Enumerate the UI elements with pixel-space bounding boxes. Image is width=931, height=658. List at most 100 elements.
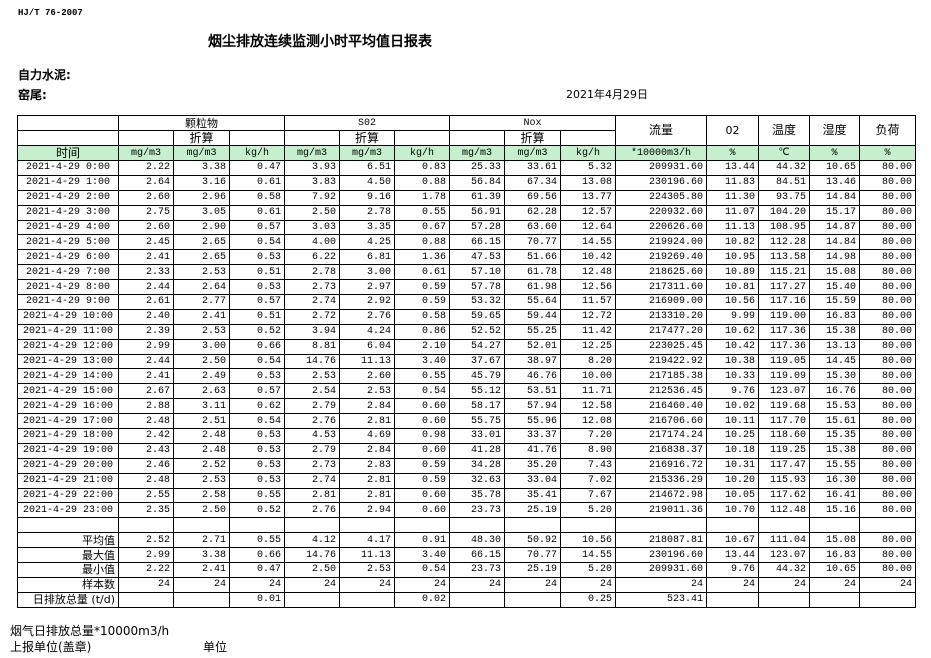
value-cell: 2.67: [118, 383, 174, 400]
value-cell: 2.60: [339, 368, 395, 385]
value-cell: 56.91: [449, 204, 505, 221]
value-cell: 2.76: [284, 502, 340, 519]
value-cell: 216909.00: [615, 294, 707, 310]
value-cell: 2.74: [284, 472, 340, 489]
value-cell: 219422.92: [615, 353, 707, 370]
empty-cell: [229, 517, 285, 534]
value-cell: 46.76: [504, 368, 561, 385]
empty-cell: [560, 517, 616, 534]
value-cell: 80.00: [859, 413, 916, 430]
value-cell: 11.13: [339, 353, 395, 370]
value-cell: 2.76: [339, 308, 395, 325]
value-cell: 80.00: [859, 547, 916, 564]
value-cell: 15.35: [809, 428, 860, 444]
value-cell: 2.78: [339, 204, 395, 221]
value-cell: 10.42: [706, 338, 759, 355]
row-label: 2021-4-29 13:00: [17, 353, 119, 370]
unit-label: 单位: [203, 640, 228, 654]
value-cell: 24: [560, 576, 616, 593]
value-cell: 33.04: [504, 472, 561, 489]
value-cell: 15.08: [809, 264, 860, 281]
value-cell: 35.41: [504, 487, 561, 504]
report-title: 烟尘排放连续监测小时平均值日报表: [208, 34, 432, 50]
value-cell: 10.65: [809, 562, 860, 578]
unit-cell: kg/h: [560, 145, 616, 161]
value-cell: 3.94: [284, 323, 340, 340]
value-cell: 10.56: [706, 294, 759, 310]
empty-cell: [809, 517, 860, 534]
value-cell: 93.75: [758, 189, 810, 206]
value-cell: 119.25: [758, 442, 810, 459]
value-cell: 80.00: [859, 487, 916, 504]
header-row-groups: 颗粒物 S02 Nox 流量 02 温度 湿度 负荷: [17, 115, 916, 146]
value-cell: 0.86: [394, 323, 450, 340]
value-cell: 0.66: [229, 338, 285, 355]
value-cell: 25.19: [504, 502, 561, 519]
value-cell: 219269.40: [615, 249, 707, 266]
unit-cell: kg/h: [229, 145, 285, 161]
value-cell: 80.00: [859, 219, 916, 236]
row-label: 2021-4-29 2:00: [17, 189, 119, 206]
unit-cell: *10000m3/h: [615, 145, 707, 161]
group-particulate: 颗粒物: [118, 115, 285, 131]
value-cell: 2.64: [173, 279, 230, 296]
value-cell: 4.00: [284, 234, 340, 251]
header-blank: [394, 130, 450, 146]
row-label: 样本数: [17, 576, 119, 593]
value-cell: 0.57: [229, 219, 285, 236]
table-row: 2021-4-29 22:00 2.55 2.58 0.55 2.81 2.81 0.60 3…: [17, 487, 916, 504]
value-cell: 0.58: [229, 189, 285, 206]
value-cell: 2.97: [339, 279, 395, 296]
table-row: 2021-4-29 0:00 2.22 3.38 0.47 3.93 6.51 0.83 25…: [17, 160, 916, 176]
row-label: 2021-4-29 0:00: [17, 160, 119, 176]
value-cell: 2.39: [118, 323, 174, 340]
header-blank: [229, 130, 285, 146]
value-cell: 11.71: [560, 383, 616, 400]
value-cell: 3.40: [394, 547, 450, 564]
value-cell: 2.81: [284, 487, 340, 504]
value-cell: 216706.60: [615, 413, 707, 430]
value-cell: 2.78: [284, 264, 340, 281]
value-cell: 0.54: [229, 413, 285, 430]
header-load: 负荷: [859, 115, 916, 146]
value-cell: 108.95: [758, 219, 810, 236]
value-cell: 0.66: [229, 547, 285, 564]
row-label: 2021-4-29 19:00: [17, 442, 119, 459]
value-cell: 80.00: [859, 562, 916, 578]
value-cell: 0.54: [394, 383, 450, 400]
value-cell: 2.81: [339, 472, 395, 489]
value-cell: 61.39: [449, 189, 505, 206]
value-cell: 2.22: [118, 562, 174, 578]
value-cell: 0.58: [394, 308, 450, 325]
value-cell: 2.79: [284, 442, 340, 459]
empty-cell: [339, 517, 395, 534]
value-cell: 66.15: [449, 234, 505, 251]
value-cell: 58.17: [449, 398, 505, 415]
value-cell: 2.71: [173, 532, 230, 549]
summary-row: 平均值 2.52 2.71 0.55 4.12 4.17 0.91 48.30 50.92 10.…: [17, 532, 916, 549]
value-cell: 7.67: [560, 487, 616, 504]
value-cell: 13.44: [706, 160, 759, 176]
value-cell: 117.47: [758, 457, 810, 474]
value-cell: 41.28: [449, 442, 505, 459]
value-cell: 111.04: [758, 532, 810, 549]
value-cell: 33.61: [504, 160, 561, 176]
value-cell: 2.41: [173, 308, 230, 325]
empty-cell: [758, 517, 810, 534]
value-cell: 16.41: [809, 487, 860, 504]
value-cell: 10.67: [706, 532, 759, 549]
value-cell: 34.28: [449, 457, 505, 474]
value-cell: 6.81: [339, 249, 395, 266]
standard-code: HJ/T 76-2007: [18, 8, 83, 18]
value-cell: 14.98: [809, 249, 860, 266]
value-cell: 2.74: [284, 294, 340, 310]
value-cell: 4.17: [339, 532, 395, 549]
value-cell: 213310.20: [615, 308, 707, 325]
value-cell: 24: [118, 576, 174, 593]
table-row: 2021-4-29 19:00 2.43 2.48 0.53 2.79 2.84 0.60 4…: [17, 442, 916, 459]
value-cell: 51.66: [504, 249, 561, 266]
row-label: 2021-4-29 21:00: [17, 472, 119, 489]
value-cell: 2.48: [118, 472, 174, 489]
value-cell: 80.00: [859, 383, 916, 400]
value-cell: 2.42: [118, 428, 174, 444]
